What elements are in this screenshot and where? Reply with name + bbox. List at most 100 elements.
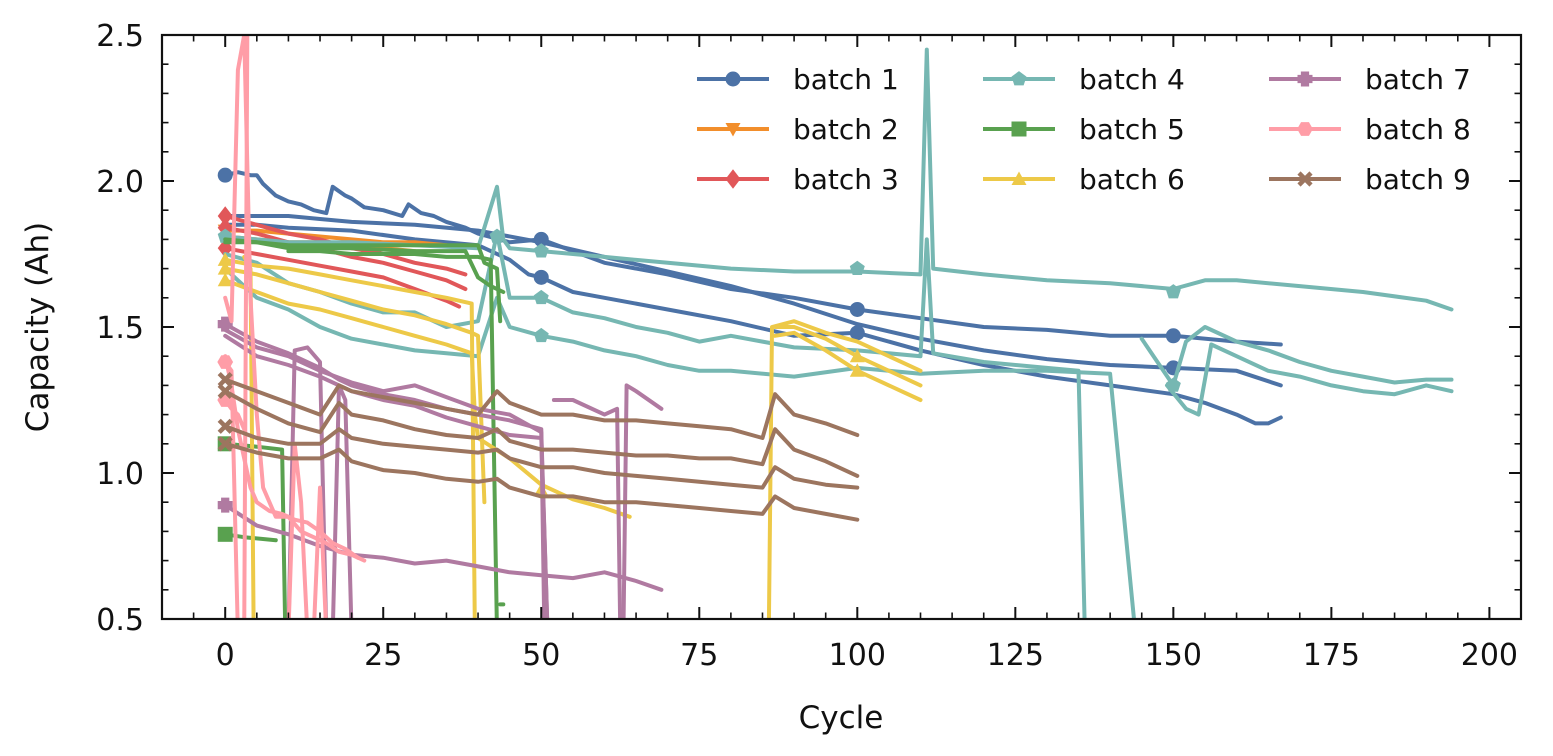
y-tick-label: 1.0 [96, 457, 144, 492]
legend-entry-6: batch 6 [983, 163, 1185, 196]
y-tick-label: 2.5 [96, 19, 144, 54]
series-8-line-6 [312, 485, 328, 619]
series-2-line-1 [223, 228, 449, 248]
legend-label: batch 3 [793, 163, 899, 196]
legend-marker [1297, 171, 1313, 187]
legend-marker [1011, 71, 1027, 86]
series-1-line-2 [223, 214, 1283, 388]
series-7-line-2 [223, 327, 550, 619]
series-9-point-3 [217, 418, 233, 434]
series-1 [217, 167, 1283, 426]
series-8-line-1 [223, 35, 367, 563]
legend-entry-2: batch 2 [697, 113, 899, 146]
series-7-line-3 [223, 333, 550, 619]
legend-label: batch 6 [1079, 163, 1185, 196]
series-5-line-2 [223, 240, 506, 294]
series-4-line-4 [1139, 325, 1454, 388]
series-1-point-2 [533, 231, 549, 247]
series-9-line-4 [223, 441, 860, 522]
legend-marker [725, 169, 741, 189]
series-4-point-3 [533, 243, 549, 258]
legend-marker [1011, 171, 1027, 185]
legend-label: batch 2 [793, 113, 899, 146]
legend-label: batch 7 [1365, 63, 1471, 96]
series-4-point-8 [1165, 377, 1181, 392]
series-1-point-3 [533, 269, 549, 285]
series-6-line-2 [223, 266, 487, 505]
series-7-line-7 [621, 383, 664, 619]
x-tick-label: 150 [1145, 638, 1202, 673]
series-6-line-7 [773, 330, 923, 402]
y-axis-label: Capacity (Ah) [20, 222, 56, 432]
series-7-line-5 [331, 383, 354, 619]
series-9-point-4 [217, 436, 233, 452]
series-5-line-1 [223, 237, 503, 324]
x-tick-label: 200 [1461, 638, 1518, 673]
series-6-point-3 [217, 272, 233, 287]
series-1-point-1 [217, 167, 233, 183]
legend-label: batch 4 [1079, 63, 1185, 96]
series-6-point-2 [217, 261, 233, 275]
series-3-point-1 [217, 206, 233, 226]
series-1-line-3 [223, 222, 1283, 426]
axis-ticks [162, 34, 1522, 620]
legend-entry-3: batch 3 [697, 163, 899, 196]
series-4-line-5 [1165, 342, 1454, 417]
series-4-point-5 [533, 327, 549, 343]
series-7-point-1 [217, 316, 233, 332]
series-8-line-4 [242, 35, 250, 619]
legend-label: batch 1 [793, 63, 899, 96]
series-1-point-6 [1165, 328, 1181, 344]
series-6-point-5 [849, 363, 865, 377]
series-8-point-1 [217, 355, 234, 369]
legend-entry-8: batch 8 [1269, 113, 1471, 146]
legend-marker [1297, 122, 1313, 136]
legend-marker [725, 123, 741, 137]
legend-entry-9: batch 9 [1269, 163, 1471, 196]
series-1-point-4 [849, 301, 865, 317]
legend-label: batch 8 [1365, 113, 1471, 146]
y-tick-label: 0.5 [96, 603, 144, 638]
y-tick-label: 2.0 [96, 165, 144, 200]
x-tick-label: 50 [522, 638, 560, 673]
series-4-point-4 [533, 289, 549, 305]
series-4-line-2 [223, 231, 1087, 619]
series-9-point-2 [217, 383, 233, 399]
series-9-point-1 [217, 371, 233, 388]
series-4 [217, 47, 1454, 619]
series-9-line-3 [223, 424, 860, 490]
series-8-line-5 [286, 441, 309, 619]
x-tick-label: 175 [1303, 638, 1360, 673]
series-6-line-6 [773, 325, 923, 388]
series-layer [217, 35, 1454, 619]
series-4-line-3 [223, 266, 1136, 619]
series-1-point-5 [849, 325, 865, 341]
series-6-point-4 [849, 348, 865, 363]
series-4-point-7 [1165, 284, 1181, 299]
tick-labels: 0 25 50 75 100 125 150 175 200 0.5 1.0 1.5 2.0 2.5 [96, 19, 1518, 673]
x-tick-label: 0 [216, 638, 235, 673]
x-tick-label: 25 [364, 638, 402, 673]
x-tick-label: 100 [829, 638, 886, 673]
series-8 [217, 35, 367, 619]
series-8-line-2 [223, 354, 360, 560]
series-7-line-6 [551, 398, 623, 619]
series-4-point-6 [849, 260, 865, 275]
legend-marker [1011, 121, 1027, 137]
legend-label: batch 9 [1365, 163, 1471, 196]
legend-marker [1297, 71, 1313, 87]
x-tick-label: 125 [987, 638, 1044, 673]
series-7-line-1 [223, 322, 547, 619]
legend-marker [725, 71, 741, 87]
y-tick-label: 1.5 [96, 311, 144, 346]
series-9-line-1 [223, 377, 860, 440]
series-9-line-2 [223, 389, 860, 478]
series-5-line-4 [286, 249, 499, 619]
legend-entry-5: batch 5 [983, 113, 1185, 146]
x-tick-label: 75 [680, 638, 718, 673]
series-9 [217, 371, 860, 522]
series-7-point-2 [217, 497, 233, 513]
legend-entry-4: batch 4 [983, 63, 1185, 96]
series-6-line-5 [766, 319, 923, 619]
